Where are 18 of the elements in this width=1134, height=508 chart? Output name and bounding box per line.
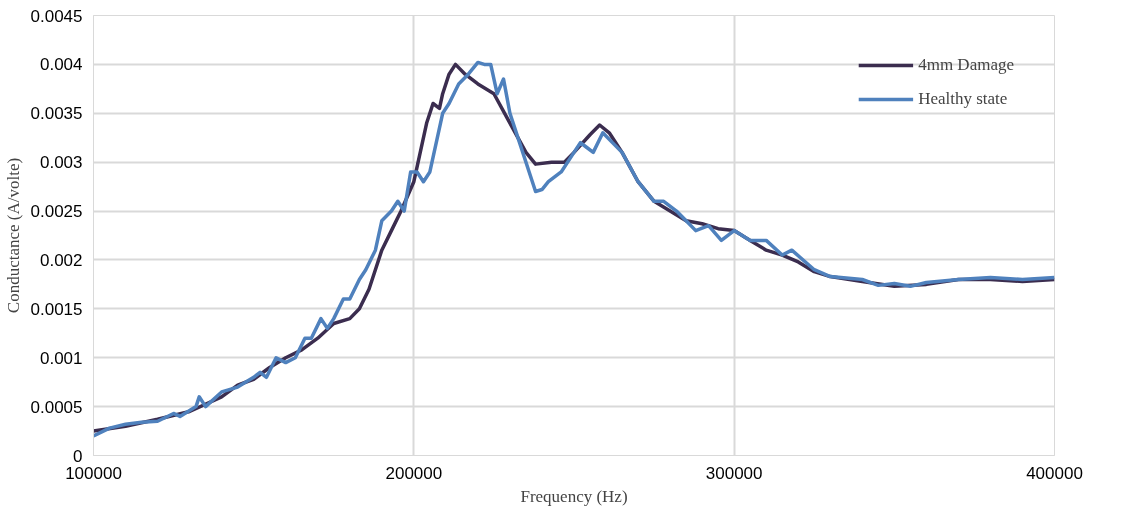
y-tick-label: 0.0025	[30, 202, 83, 222]
legend-label: Healthy state	[918, 89, 1008, 109]
y-tick-label: 0.002	[39, 250, 83, 270]
y-axis-title: Conductance (A/volte)	[3, 157, 23, 314]
legend-label: 4mm Damage	[918, 55, 1014, 75]
y-tick-label: 0.0005	[30, 397, 83, 417]
x-tick-label: 200000	[385, 463, 443, 483]
y-tick-label: 0.003	[39, 153, 83, 173]
x-axis-title: Frequency (Hz)	[520, 486, 628, 506]
y-tick-label: 0	[73, 446, 83, 466]
y-tick-label: 0.001	[39, 348, 83, 368]
x-tick-label: 100000	[65, 463, 122, 483]
y-tick-label: 0.0015	[30, 299, 83, 319]
x-tick-label: 300000	[705, 463, 763, 483]
y-tick-label: 0.0035	[30, 104, 83, 124]
y-tick-label: 0.004	[39, 55, 83, 75]
y-tick-label: 0.0045	[30, 6, 83, 26]
x-tick-label: 400000	[1026, 463, 1083, 483]
